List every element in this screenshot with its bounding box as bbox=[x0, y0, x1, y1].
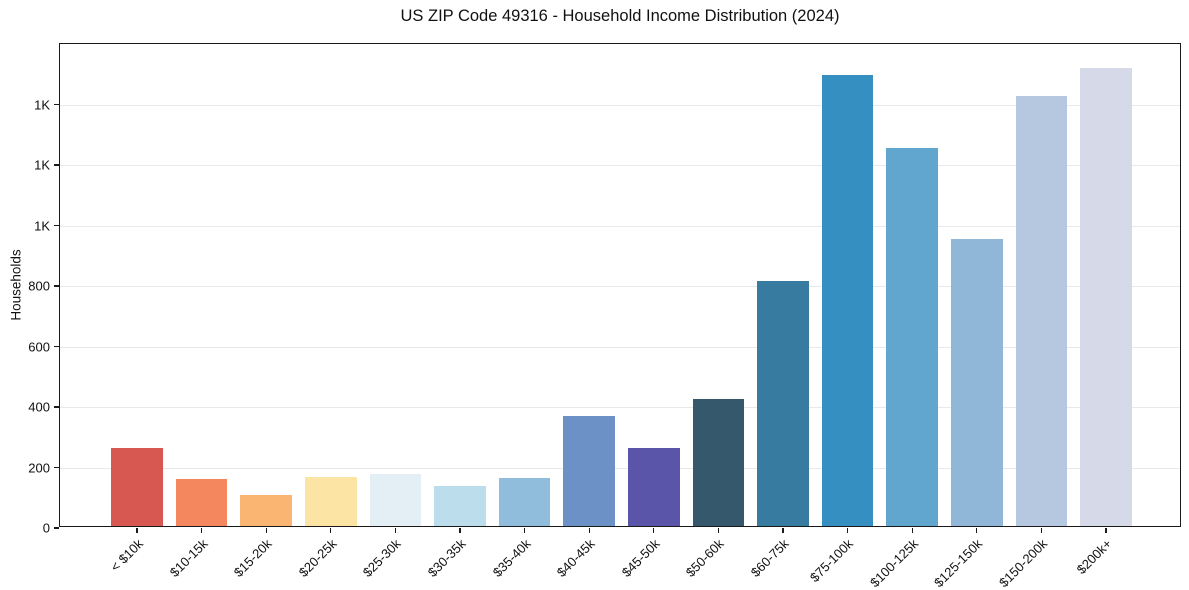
gridline-y1200 bbox=[60, 165, 1180, 166]
x-tick-mark bbox=[394, 527, 397, 533]
x-tick-label: $50-60k bbox=[683, 536, 727, 580]
x-tick-label: $25-30k bbox=[360, 536, 404, 580]
y-tick-label: 1K bbox=[34, 157, 50, 173]
bar-$35-40k bbox=[498, 478, 551, 526]
bar-$40-45k bbox=[563, 415, 616, 526]
y-tick-mark bbox=[53, 527, 59, 529]
y-tick-label: 800 bbox=[28, 278, 50, 294]
x-tick-label: $40-45k bbox=[553, 536, 598, 580]
bar-$30-35k bbox=[434, 486, 486, 526]
x-tick-label: $15-20k bbox=[230, 536, 275, 580]
x-tick-mark bbox=[1040, 527, 1043, 533]
bar-$50-60k bbox=[692, 398, 745, 526]
bar-< $10k bbox=[111, 447, 163, 526]
y-tick-label: 1K bbox=[34, 218, 50, 233]
gridline-y400 bbox=[60, 407, 1180, 408]
gridline-y1000 bbox=[60, 225, 1180, 227]
x-tick-mark bbox=[782, 527, 784, 533]
x-tick-mark bbox=[459, 527, 461, 533]
x-tick-mark bbox=[265, 527, 267, 533]
x-tick-label: < $10k bbox=[107, 536, 146, 575]
y-tick-mark bbox=[53, 224, 59, 227]
x-tick-label: $150-200k bbox=[995, 536, 1050, 590]
bar-$75-100k bbox=[821, 75, 874, 526]
y-axis-label: Households bbox=[8, 249, 24, 321]
y-tick-label: 0 bbox=[42, 520, 50, 536]
y-tick-mark bbox=[53, 345, 59, 348]
x-tick-label: $20-25k bbox=[295, 536, 340, 580]
bar-$20-25k bbox=[304, 477, 357, 526]
x-tick-mark bbox=[911, 527, 913, 533]
gridline-y600 bbox=[60, 346, 1180, 348]
y-tick-label: 1K bbox=[34, 97, 50, 112]
x-tick-label: $75-100k bbox=[807, 536, 857, 585]
gridline-y800 bbox=[60, 286, 1180, 287]
bar-$100-125k bbox=[886, 147, 939, 526]
chart-title: US ZIP Code 49316 - Household Income Dis… bbox=[400, 7, 840, 25]
x-tick-mark bbox=[976, 527, 978, 533]
bar-$25-30k bbox=[369, 473, 422, 526]
y-tick-mark bbox=[53, 103, 59, 106]
bar-$150-200k bbox=[1015, 96, 1068, 526]
x-tick-label: $45-50k bbox=[618, 536, 663, 580]
y-tick-mark bbox=[53, 285, 59, 287]
bar-$200k+ bbox=[1080, 67, 1132, 526]
bar-$125-150k bbox=[950, 238, 1003, 526]
x-tick-label: $10-15k bbox=[166, 536, 211, 580]
y-tick-mark bbox=[53, 164, 59, 166]
x-tick-mark bbox=[846, 527, 849, 533]
bar-$10-15k bbox=[175, 479, 228, 526]
bar-$45-50k bbox=[627, 447, 680, 526]
y-tick-label: 600 bbox=[28, 339, 50, 354]
bar-$15-20k bbox=[240, 494, 293, 526]
y-tick-mark bbox=[53, 406, 59, 408]
x-tick-label: $200k+ bbox=[1073, 536, 1115, 578]
x-tick-mark bbox=[523, 527, 526, 533]
y-tick-label: 200 bbox=[28, 460, 50, 475]
gridline-y1400 bbox=[60, 104, 1180, 106]
plot-area: 0 200 400 600 800 1K 1K 1K < $10k $10-15k $15-20k $… bbox=[28, 43, 1181, 590]
gridline-y200 bbox=[60, 467, 1180, 469]
x-tick-mark bbox=[136, 527, 138, 533]
x-tick-mark bbox=[200, 527, 203, 533]
y-tick-label: 400 bbox=[28, 399, 50, 415]
bar-$60-75k bbox=[757, 280, 809, 526]
x-tick-label: $60-75k bbox=[747, 536, 792, 580]
x-tick-mark bbox=[1105, 527, 1107, 533]
y-tick-mark bbox=[53, 466, 59, 469]
x-tick-label: $30-35k bbox=[424, 536, 469, 580]
x-tick-mark bbox=[717, 527, 720, 533]
x-tick-mark bbox=[653, 527, 655, 533]
x-tick-label: $35-40k bbox=[489, 536, 534, 580]
x-tick-label: $100-125k bbox=[866, 536, 921, 590]
x-tick-label: $125-150k bbox=[931, 536, 986, 590]
x-tick-mark bbox=[330, 527, 332, 533]
x-tick-mark bbox=[588, 527, 590, 533]
